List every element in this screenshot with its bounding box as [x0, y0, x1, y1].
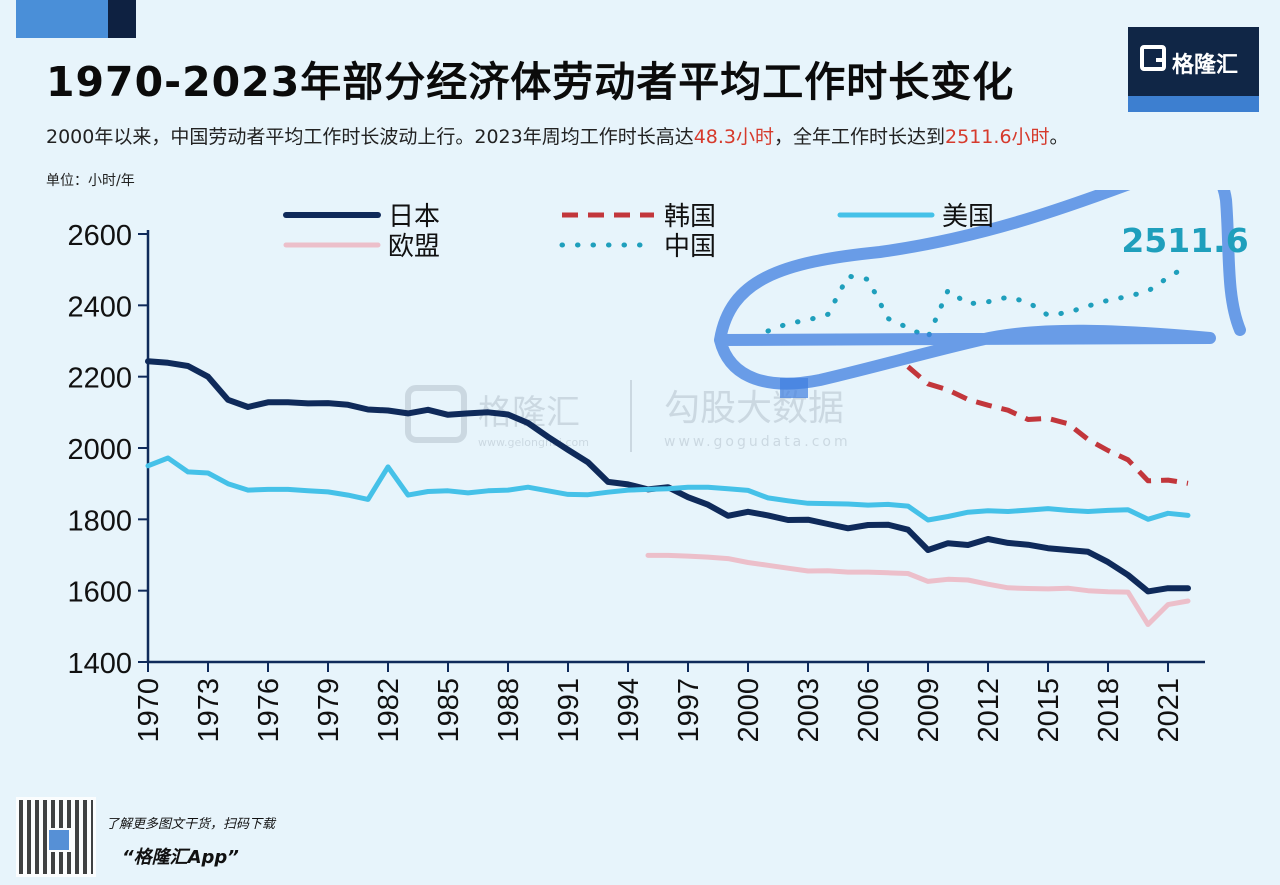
x-tick-label-2003: 2003: [793, 678, 825, 743]
x-tick-label-1979: 1979: [313, 678, 345, 743]
x-tick-label-1988: 1988: [493, 678, 525, 743]
brand-logo: 格隆汇: [1128, 27, 1259, 112]
watermark: 格隆汇 www.gelonghui.com 勾股大数据 www.gogudata…: [405, 380, 851, 452]
y-tick-label-1600: 1600: [67, 577, 132, 609]
footer-app-name: “格隆汇App”: [122, 847, 239, 868]
y-tick-label-2200: 2200: [67, 363, 132, 395]
subtitle-part-3: 。: [1049, 126, 1069, 148]
header-accent-tab: [16, 0, 136, 38]
subtitle-part-1: 2000年以来，中国劳动者平均工作时长波动上行。2023年周均工作时长高达: [46, 126, 694, 148]
y-tick-label-1800: 1800: [67, 505, 132, 537]
x-tick-label-1970: 1970: [133, 678, 165, 743]
highlight-brush-patch: [780, 378, 808, 398]
series-line-korea: [906, 364, 1189, 486]
annotation-2511-6: 2511.6: [1121, 221, 1248, 260]
series-line-usa: [145, 455, 1191, 523]
x-tick-label-1976: 1976: [253, 678, 285, 743]
y-tick-label-2600: 2600: [67, 220, 132, 252]
highlight-brush-loop: [714, 190, 1246, 390]
x-tick-label-2009: 2009: [913, 678, 945, 743]
x-tick-label-2021: 2021: [1153, 678, 1185, 743]
series-line-eu: [645, 552, 1191, 627]
logo-text: 格隆汇: [1172, 53, 1239, 78]
legend-label-china: 中国: [664, 232, 716, 262]
subtitle-part-2: ，全年工作时长达到: [774, 126, 946, 148]
x-tick-label-2000: 2000: [733, 678, 765, 743]
legend-label-korea: 韩国: [664, 202, 716, 232]
y-tick-label-2400: 2400: [67, 291, 132, 323]
y-tick-label-1400: 1400: [67, 648, 132, 680]
x-tick-label-2015: 2015: [1033, 678, 1065, 743]
series-group: [145, 262, 1191, 627]
footer-prompt: 了解更多图文干货，扫码下载: [106, 817, 276, 832]
x-tick-label-2018: 2018: [1093, 678, 1125, 743]
watermark-text-2: 勾股大数据: [664, 388, 844, 429]
logo-g-icon: [1140, 45, 1166, 71]
x-tick-label-1991: 1991: [553, 678, 585, 743]
subtitle-highlight-annual: 2511.6小时: [945, 126, 1050, 148]
watermark-text-2-sub: www.gogudata.com: [664, 434, 851, 450]
unit-label: 单位：小时/年: [46, 173, 135, 189]
x-tick-label-2012: 2012: [973, 678, 1005, 743]
subtitle-highlight-weekly: 48.3小时: [693, 126, 775, 148]
legend-label-usa: 美国: [942, 202, 994, 232]
logo-accent-bar: [1128, 96, 1259, 112]
chart-subtitle: 2000年以来，中国劳动者平均工作时长波动上行。2023年周均工作时长高达48.…: [46, 122, 1069, 149]
y-tick-label-2000: 2000: [67, 434, 132, 466]
axes: 1400 1600 1800 2000 2200 2400 2600 1970 1973 1976…: [67, 220, 1205, 743]
qr-logo-icon: [47, 828, 71, 852]
x-tick-label-1985: 1985: [433, 678, 465, 743]
qr-code: [16, 797, 96, 877]
x-tick-label-1997: 1997: [673, 678, 705, 743]
watermark-text-1-sub: www.gelonghui.com: [478, 436, 589, 449]
line-chart: 格隆汇 www.gelonghui.com 勾股大数据 www.gogudata…: [67, 190, 1249, 743]
x-tick-label-2006: 2006: [853, 678, 885, 743]
x-tick-label-1982: 1982: [373, 678, 405, 743]
x-tick-label-1994: 1994: [613, 678, 645, 743]
legend-label-japan: 日本: [388, 202, 440, 232]
x-tick-label-1973: 1973: [193, 678, 225, 743]
legend-label-eu: 欧盟: [388, 232, 440, 262]
chart-title: 1970-2023年部分经济体劳动者平均工作时长变化: [46, 58, 1015, 106]
